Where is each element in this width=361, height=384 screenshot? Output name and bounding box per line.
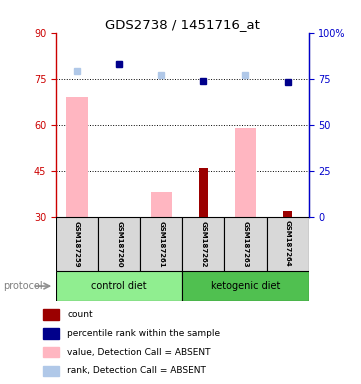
- Bar: [266, 217, 309, 271]
- Bar: [182, 217, 225, 271]
- Text: ketogenic diet: ketogenic diet: [211, 281, 280, 291]
- Text: GSM187262: GSM187262: [200, 220, 206, 267]
- Bar: [56, 217, 98, 271]
- Text: GSM187264: GSM187264: [284, 220, 291, 267]
- Bar: [283, 211, 292, 217]
- Text: count: count: [67, 310, 93, 319]
- Text: value, Detection Call = ABSENT: value, Detection Call = ABSENT: [67, 348, 211, 357]
- Bar: [140, 217, 182, 271]
- Text: GSM187260: GSM187260: [116, 220, 122, 267]
- Text: percentile rank within the sample: percentile rank within the sample: [67, 329, 220, 338]
- Bar: [43, 328, 59, 339]
- Bar: [43, 366, 59, 376]
- Bar: [235, 128, 256, 217]
- Bar: [182, 271, 309, 301]
- Bar: [151, 192, 172, 217]
- Bar: [56, 271, 182, 301]
- Text: GSM187263: GSM187263: [243, 220, 248, 267]
- Bar: [199, 168, 208, 217]
- Bar: [43, 347, 59, 358]
- Bar: [66, 97, 87, 217]
- Text: GSM187261: GSM187261: [158, 220, 164, 267]
- Title: GDS2738 / 1451716_at: GDS2738 / 1451716_at: [105, 18, 260, 31]
- Text: protocol: protocol: [4, 281, 43, 291]
- Text: control diet: control diet: [91, 281, 147, 291]
- Bar: [43, 310, 59, 320]
- Text: GSM187259: GSM187259: [74, 220, 80, 267]
- Bar: [225, 217, 266, 271]
- Text: rank, Detection Call = ABSENT: rank, Detection Call = ABSENT: [67, 366, 206, 375]
- Bar: [98, 217, 140, 271]
